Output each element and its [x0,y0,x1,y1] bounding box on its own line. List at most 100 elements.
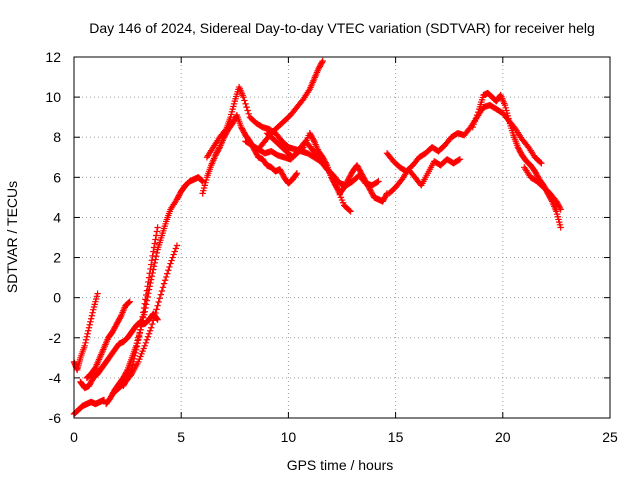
data-point [149,252,156,260]
data-point [150,266,157,273]
data-point [161,277,169,284]
data-point [148,257,156,264]
axis-ticks [73,56,611,419]
data-point [85,327,92,334]
data-point [132,346,140,354]
x-tick-label: 0 [70,429,78,445]
data-point [152,309,159,317]
data-point [82,339,89,346]
x-axis-label: GPS time / hours [287,457,394,473]
x-tick-label: 20 [495,429,511,445]
data-point [557,206,564,213]
data-point [147,324,155,331]
data-point [151,313,158,320]
data-point [242,100,249,107]
data-point [293,171,300,178]
data-point [474,108,482,116]
data-point [160,280,168,287]
data-point [347,208,354,215]
y-tick-label: 4 [53,209,61,225]
data-point [166,263,173,271]
data-point [145,278,152,286]
data-point [141,300,148,307]
y-tick-label: -4 [49,370,62,386]
data-point [172,245,180,252]
data-points [70,57,564,418]
y-axis-label: SDTVAR / TECUs [4,181,20,293]
data-point [374,178,381,186]
grid-lines [74,57,610,418]
data-point [164,270,171,277]
data-point [318,59,326,66]
data-point [157,291,165,298]
data-point [155,298,162,306]
data-point [84,330,91,337]
data-point [146,270,153,277]
data-point [319,57,326,65]
data-point [346,207,353,214]
data-point [87,315,95,322]
data-point [152,236,159,243]
data-point [173,242,181,249]
data-point [87,318,94,325]
data-point [145,330,153,337]
data-point [146,327,154,334]
data-point [383,191,390,198]
data-point [241,97,248,104]
data-point [133,343,141,350]
data-point [142,296,149,303]
data-point [127,372,135,379]
y-tick-label: 6 [53,169,61,185]
series-pass-8 [199,111,301,197]
series-pass-12 [263,130,354,215]
data-point [310,136,317,144]
y-tick-label: 8 [53,129,61,145]
series-pass-16 [521,164,564,213]
data-point [150,248,157,255]
data-point [126,298,133,305]
data-point [537,159,544,166]
data-point [132,349,139,357]
plot-frame [73,56,611,419]
data-point [170,251,177,258]
data-point [137,322,145,329]
data-point [221,127,229,134]
series-pass-14 [385,156,464,197]
data-point [199,178,206,185]
data-point [81,342,88,349]
data-point [125,299,133,306]
data-point [138,317,146,325]
data-point [142,339,150,346]
data-point [152,256,159,263]
data-point [143,287,151,294]
data-point [171,248,178,255]
x-tick-label: 10 [281,429,297,445]
series-pass-13 [383,101,545,175]
data-point [136,329,143,337]
data-point [158,287,166,295]
series-pass-7 [109,242,181,398]
data-point [147,261,155,268]
series-pass-11 [255,57,326,153]
data-point [154,224,161,231]
data-point [143,336,151,343]
data-point [137,326,144,333]
y-tick-label: 2 [53,250,61,266]
y-tick-label: -6 [49,410,62,426]
data-point [152,232,160,239]
data-point [149,320,156,328]
data-point [151,240,158,247]
data-point [154,302,161,309]
data-point [150,317,157,324]
data-point [156,295,163,302]
data-point [153,228,161,235]
data-point [198,177,206,184]
data-point [89,309,96,316]
data-point [557,224,564,231]
y-tick-label: 0 [53,290,61,306]
data-point [135,333,143,340]
data-point [86,321,93,328]
data-point [88,312,96,319]
data-point [130,355,138,363]
